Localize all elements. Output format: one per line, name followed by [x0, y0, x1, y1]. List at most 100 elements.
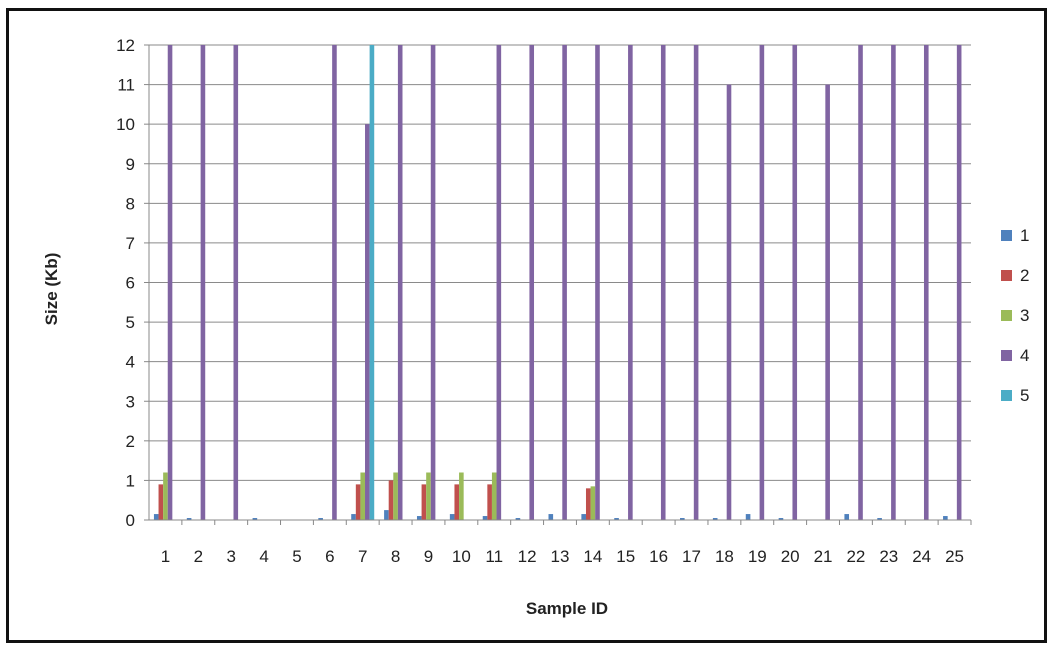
bar-series-2-sample-11 [487, 484, 492, 520]
bar-series-4-sample-16 [660, 45, 666, 520]
bar-series-1-sample-9 [416, 516, 422, 520]
x-axis-title: Sample ID [526, 599, 608, 618]
bar-series-3-sample-8 [393, 472, 398, 520]
bar-series-5-sample-7 [369, 45, 375, 520]
y-tick-label-0: 0 [126, 511, 135, 530]
bar-series-3-sample-11 [491, 472, 497, 520]
bar-series-1-sample-8 [384, 510, 389, 520]
bar-series-1-sample-13 [548, 514, 554, 520]
y-tick-label-1: 1 [126, 471, 135, 490]
y-tick-label-11: 11 [117, 76, 135, 95]
legend-swatch-3 [1001, 310, 1012, 321]
x-tick-labels: 1 2 3 4 5 6 7 8 9 10 11 12 13 14 15 16 17 18 19 20 21 22 23 24 2… [161, 520, 972, 566]
bar-series-1-sample-12 [515, 518, 521, 520]
y-tick-label-10: 10 [116, 115, 135, 134]
legend-swatch-2 [1001, 270, 1012, 281]
legend-label-1: 1 [1020, 226, 1029, 245]
bar-series-4-sample-17 [693, 45, 699, 520]
bar-series-4-sample-14 [595, 45, 600, 520]
x-tick-label-24: 24 [912, 547, 931, 566]
y-tick-label-6: 6 [126, 274, 135, 293]
bar-series-4-sample-12 [529, 45, 535, 520]
bar-series-1-sample-19 [745, 514, 751, 520]
bar-series-4-sample-18 [726, 84, 732, 520]
y-tick-label-9: 9 [126, 155, 135, 174]
bar-series-1-sample-20 [778, 518, 784, 520]
x-tick-label-12: 12 [518, 547, 537, 566]
x-tick-label-10: 10 [452, 547, 471, 566]
x-tick-label-2: 2 [194, 547, 203, 566]
chart-frame: 0 1 2 3 4 5 6 7 8 9 10 11 12 1 2 3 4 5 6 7 8 9 10 11 12 13 14 15 16… [6, 8, 1047, 643]
legend-swatch-4 [1001, 350, 1012, 361]
x-tick-label-11: 11 [485, 547, 503, 566]
bar-series-1-sample-14 [581, 514, 586, 520]
bar-series-4-sample-21 [825, 84, 830, 520]
x-tick-label-1: 1 [161, 547, 170, 566]
x-tick-label-3: 3 [226, 547, 235, 566]
x-tick-label-16: 16 [649, 547, 668, 566]
legend-label-4: 4 [1020, 346, 1029, 365]
legend-swatch-1 [1001, 230, 1012, 241]
bar-series-3-sample-7 [360, 472, 366, 520]
bar-series-1-sample-15 [614, 518, 619, 520]
legend: 1 2 3 4 5 [1001, 226, 1029, 405]
x-tick-label-6: 6 [325, 547, 334, 566]
bar-series-4-sample-3 [233, 45, 239, 520]
bar-series-2-sample-9 [421, 484, 427, 520]
bar-series-1-sample-23 [877, 518, 882, 520]
x-tick-label-9: 9 [424, 547, 433, 566]
bar-series-3-sample-10 [459, 472, 464, 520]
bar-series-1-sample-10 [449, 514, 455, 520]
x-tick-label-19: 19 [748, 547, 767, 566]
legend-swatch-5 [1001, 390, 1012, 401]
bar-series-4-sample-6 [332, 45, 337, 520]
x-tick-label-18: 18 [715, 547, 734, 566]
bar-series-4-sample-11 [496, 45, 502, 520]
y-tick-label-7: 7 [126, 234, 135, 253]
bar-series-1-sample-22 [844, 514, 850, 520]
bar-series-2-sample-1 [158, 484, 164, 520]
gridlines [149, 44, 971, 481]
legend-label-5: 5 [1020, 386, 1029, 405]
bar-series-2-sample-10 [454, 484, 460, 520]
bar-series-1-sample-17 [680, 518, 685, 520]
bars [153, 45, 962, 521]
bar-series-4-sample-13 [562, 45, 567, 520]
y-tick-label-2: 2 [126, 432, 135, 451]
bar-series-2-sample-7 [355, 484, 361, 520]
bar-series-4-sample-8 [397, 45, 403, 520]
x-tick-label-5: 5 [292, 547, 301, 566]
bar-series-4-sample-24 [923, 45, 929, 520]
bar-series-1-sample-4 [252, 518, 258, 520]
x-tick-label-23: 23 [879, 547, 898, 566]
bar-series-4-sample-7 [365, 124, 370, 521]
bar-series-3-sample-14 [590, 486, 596, 520]
bar-series-2-sample-8 [388, 480, 394, 520]
bar-series-4-sample-25 [956, 45, 962, 520]
y-tick-label-3: 3 [126, 392, 135, 411]
bar-series-1-sample-18 [712, 518, 718, 520]
x-tick-label-14: 14 [583, 547, 602, 566]
x-tick-label-4: 4 [259, 547, 268, 566]
bar-series-1-sample-6 [318, 518, 323, 520]
bar-series-4-sample-19 [759, 45, 765, 520]
legend-label-2: 2 [1020, 266, 1029, 285]
x-tick-label-13: 13 [551, 547, 570, 566]
x-tick-label-21: 21 [814, 547, 833, 566]
bar-series-4-sample-22 [858, 45, 863, 520]
bar-series-4-sample-23 [891, 45, 896, 520]
x-tick-label-25: 25 [945, 547, 964, 566]
bar-series-4-sample-9 [430, 45, 436, 520]
y-tick-label-4: 4 [126, 353, 135, 372]
x-tick-label-15: 15 [616, 547, 635, 566]
y-tick-label-8: 8 [126, 194, 135, 213]
x-tick-label-20: 20 [781, 547, 800, 566]
bar-series-2-sample-14 [585, 488, 591, 520]
legend-label-3: 3 [1020, 306, 1029, 325]
bar-series-4-sample-20 [792, 45, 798, 520]
y-axis-title: Size (Kb) [42, 253, 61, 326]
bar-series-3-sample-9 [426, 472, 431, 520]
bar-series-1-sample-25 [943, 516, 948, 520]
